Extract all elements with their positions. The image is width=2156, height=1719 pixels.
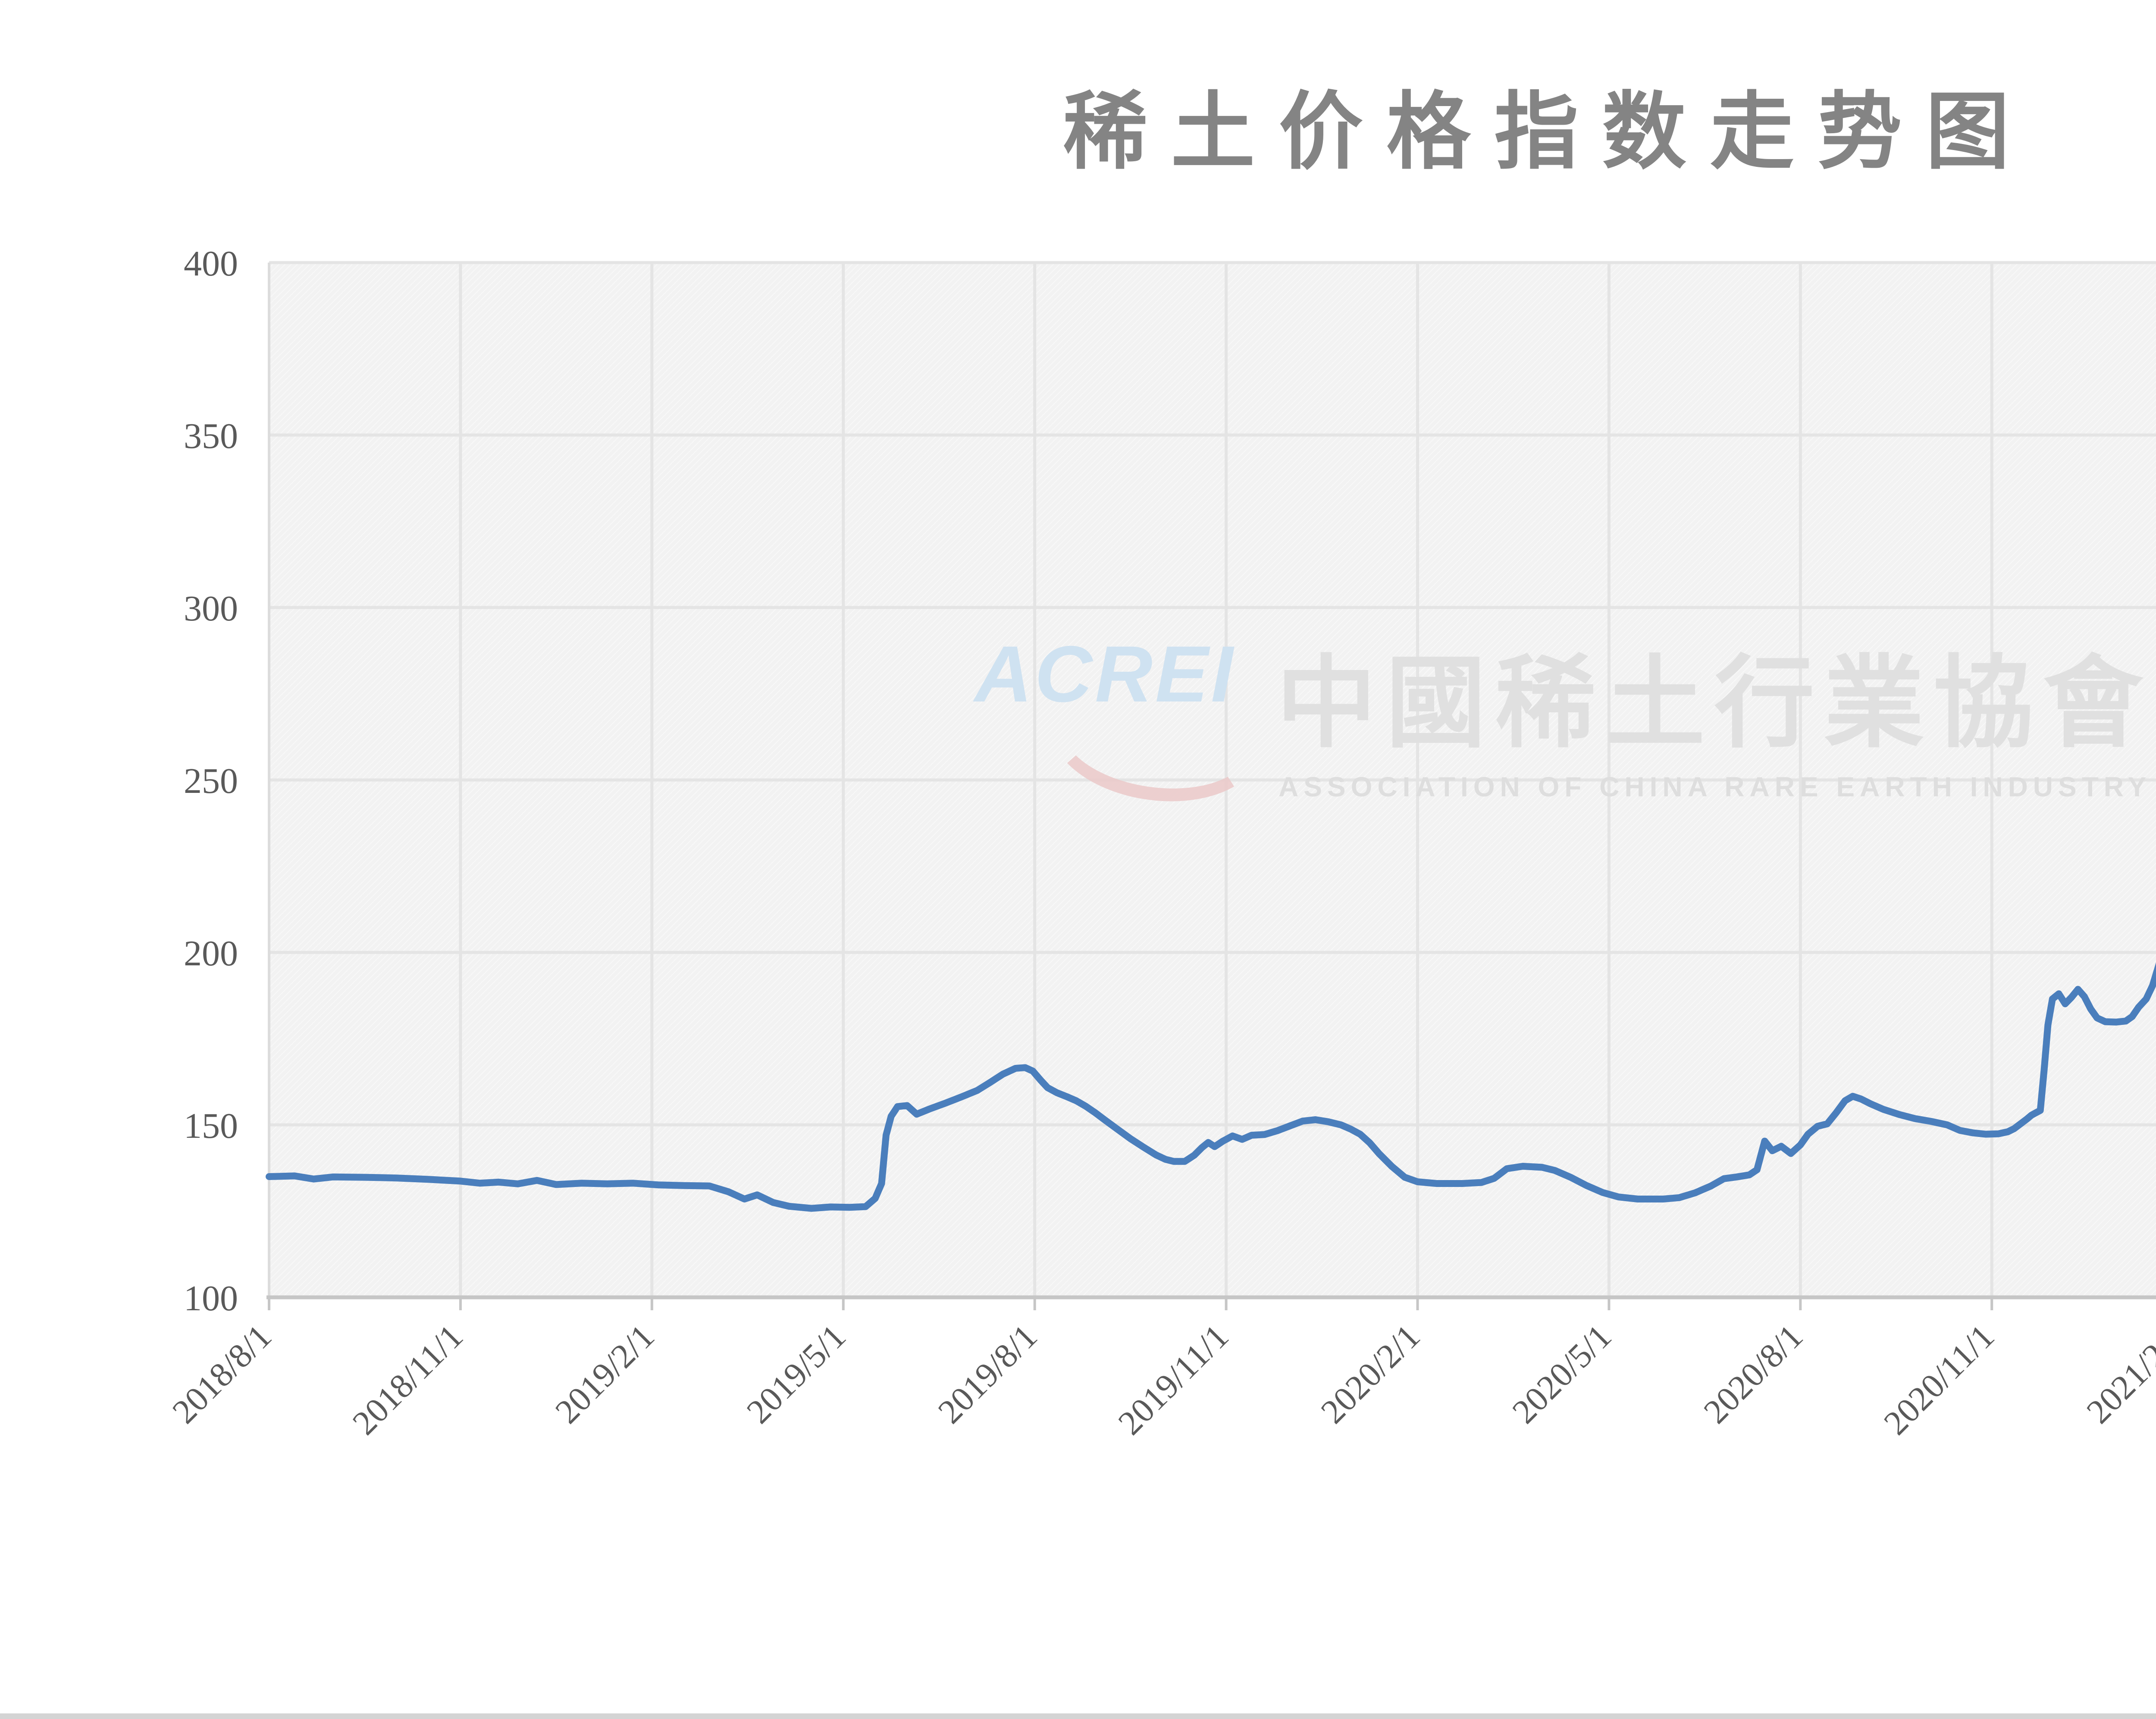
y-axis-label: 100	[184, 1278, 238, 1318]
x-axis-label: 2020/11/1	[1877, 1318, 2002, 1443]
x-axis-label: 2019/2/1	[548, 1318, 661, 1431]
x-axis-label: 2021/2/1	[2080, 1318, 2156, 1431]
y-axis-label: 300	[184, 589, 238, 629]
y-axis-label: 150	[184, 1106, 238, 1146]
y-axis-label: 250	[184, 761, 238, 801]
x-axis-label: 2019/8/1	[931, 1318, 1044, 1431]
x-axis-label: 2020/8/1	[1697, 1318, 1810, 1431]
x-axis-label: 2019/11/1	[1111, 1318, 1236, 1443]
y-axis-label: 350	[184, 416, 238, 456]
x-axis-label: 2018/8/1	[165, 1318, 279, 1431]
y-axis-label: 200	[184, 933, 238, 974]
y-axis-label: 400	[184, 244, 238, 284]
bottom-strip	[0, 1713, 2156, 1719]
x-axis-label: 2018/11/1	[345, 1318, 470, 1443]
x-axis-label: 2019/5/1	[740, 1318, 853, 1431]
price-index-line	[266, 962, 2156, 1212]
chart-title: 稀土价格指数走势图	[1063, 86, 2034, 179]
x-axis-label: 2020/2/1	[1314, 1318, 1427, 1431]
x-axis-label: 2020/5/1	[1505, 1318, 1619, 1431]
